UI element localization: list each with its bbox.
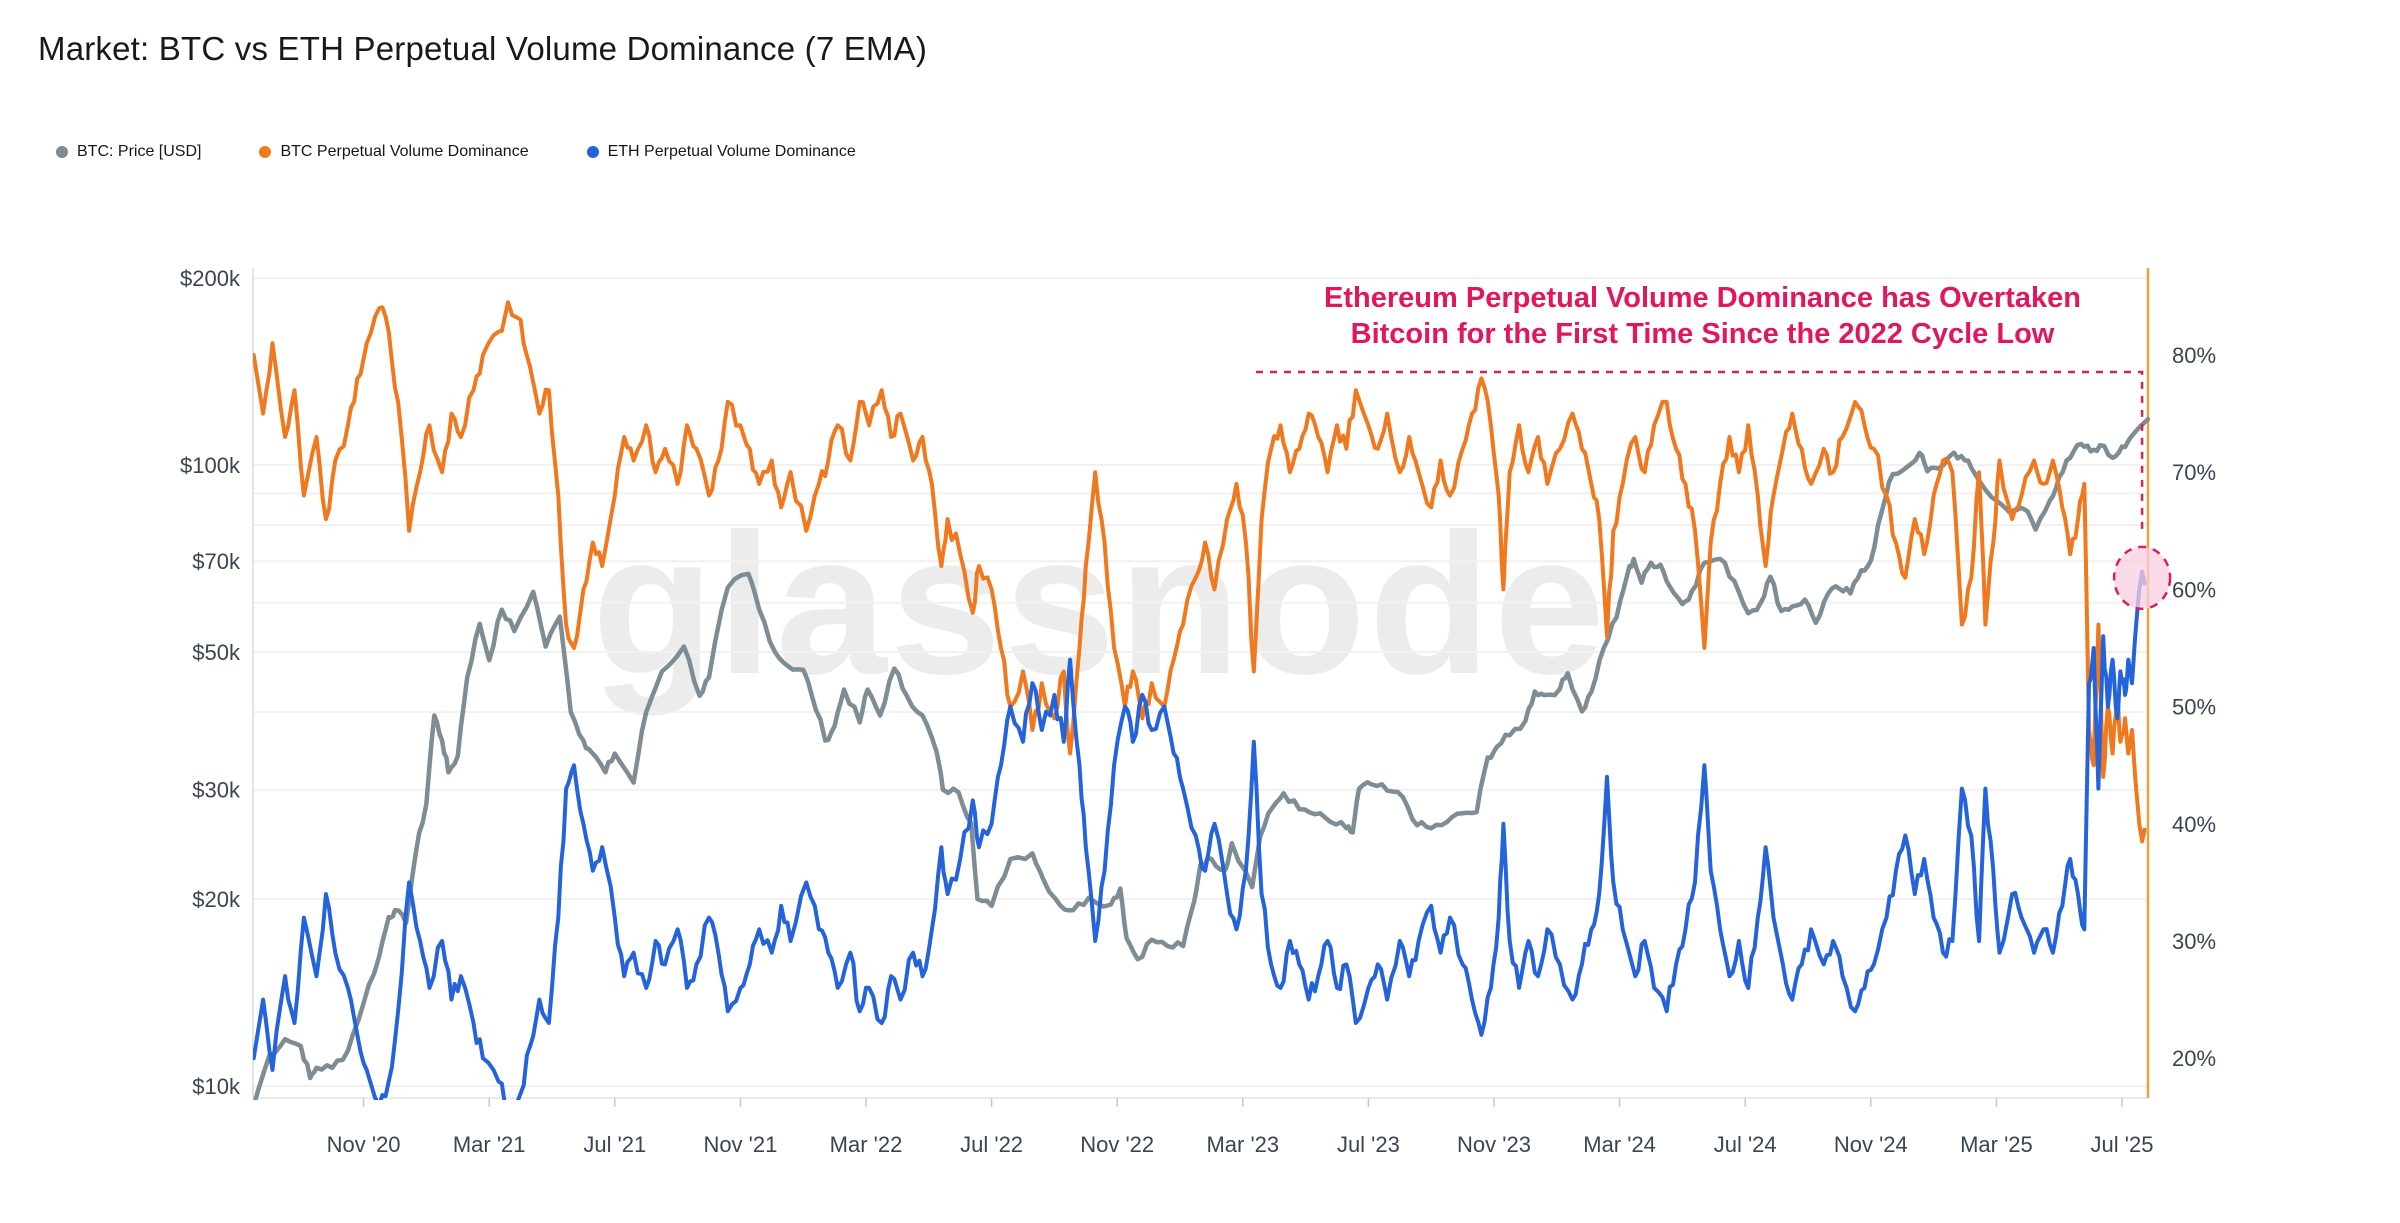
x-axis-tick-label: Jul '21 (583, 1132, 646, 1157)
x-axis-tick-label: Nov '24 (1834, 1132, 1908, 1157)
x-axis-tick-label: Jul '24 (1714, 1132, 1777, 1157)
y-axis-tick-label: $30k (192, 778, 241, 803)
x-axis-tick-label: Mar '25 (1960, 1132, 2033, 1157)
right-axis-tick-label: 60% (2172, 577, 2216, 602)
x-axis-tick-label: Nov '22 (1080, 1132, 1154, 1157)
annotation-callout: Ethereum Perpetual Volume Dominance has … (1235, 280, 2170, 352)
annotation-connector-line (1256, 370, 2144, 532)
legend-label: BTC Perpetual Volume Dominance (280, 143, 529, 160)
annotation-graphics (1256, 370, 2172, 611)
legend-label: BTC: Price [USD] (77, 143, 202, 160)
right-axis-tick-label: 40% (2172, 812, 2216, 837)
x-axis-tick-label: Jul '23 (1337, 1132, 1400, 1157)
right-axis-tick-label: 50% (2172, 695, 2216, 720)
legend-dot-icon (56, 146, 68, 158)
chart-legend: BTC: Price [USD] BTC Perpetual Volume Do… (56, 143, 856, 161)
x-axis-tick-label: Nov '21 (703, 1132, 777, 1157)
eth-dominance-line (253, 569, 2147, 1100)
legend-label: ETH Perpetual Volume Dominance (607, 143, 856, 160)
legend-item-btc-price[interactable]: BTC: Price [USD] (56, 143, 201, 161)
x-axis-tick-label: Jul '25 (2091, 1132, 2154, 1157)
axes (252, 268, 2150, 1107)
annotation-highlight-ellipse (2112, 545, 2172, 611)
annotation-line-2: Bitcoin for the First Time Since the 202… (1350, 318, 2055, 350)
btc-price-line (253, 416, 2150, 1100)
x-axis-tick-label: Jul '22 (960, 1132, 1023, 1157)
y-axis-tick-label: $10k (192, 1074, 241, 1099)
y-axis-tick-label: $20k (192, 887, 241, 912)
x-axis-tick-label: Mar '23 (1206, 1132, 1279, 1157)
y-axis-tick-label: $100k (180, 453, 241, 478)
x-axis-tick-label: Mar '21 (453, 1132, 526, 1157)
x-axis-tick-label: Mar '22 (830, 1132, 903, 1157)
legend-item-btc-dominance[interactable]: BTC Perpetual Volume Dominance (259, 143, 529, 161)
right-axis-tick-label: 30% (2172, 929, 2216, 954)
right-axis-tick-label: 80% (2172, 343, 2216, 368)
annotation-line-1: Ethereum Perpetual Volume Dominance has … (1324, 282, 2081, 314)
right-axis-tick-label: 70% (2172, 460, 2216, 485)
y-axis-tick-label: $70k (192, 549, 241, 574)
chart-title: Market: BTC vs ETH Perpetual Volume Domi… (38, 30, 928, 67)
btc-dominance-line (253, 300, 2147, 844)
legend-dot-icon (586, 146, 599, 158)
gridlines (253, 277, 2148, 1087)
x-axis-tick-label: Nov '23 (1457, 1132, 1531, 1157)
y-axis-tick-label: $50k (192, 640, 241, 665)
y-axis-tick-label: $200k (180, 266, 241, 291)
x-axis-tick-label: Mar '24 (1583, 1132, 1656, 1157)
legend-dot-icon (259, 146, 272, 158)
legend-item-eth-dominance[interactable]: ETH Perpetual Volume Dominance (586, 143, 856, 161)
right-axis-tick-label: 20% (2172, 1046, 2216, 1071)
tick-labels: $200k $100k $70k $50k $30k $20k $10k 80% 70% 60% 5… (180, 266, 2216, 1157)
x-axis-tick-label: Nov '20 (327, 1132, 401, 1157)
